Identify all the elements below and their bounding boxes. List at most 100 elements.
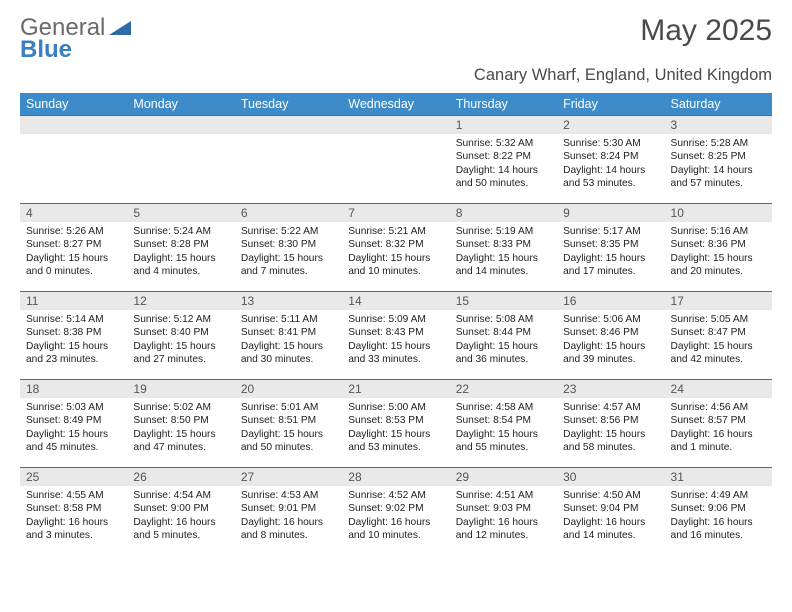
- weekday-header: Sunday: [20, 93, 127, 116]
- calendar-cell: 24Sunrise: 4:56 AMSunset: 8:57 PMDayligh…: [665, 380, 772, 468]
- day-body: Sunrise: 5:24 AMSunset: 8:28 PMDaylight:…: [127, 222, 234, 280]
- location-label: Canary Wharf, England, United Kingdom: [20, 66, 772, 85]
- day-number: 28: [342, 468, 449, 486]
- day-body: Sunrise: 5:16 AMSunset: 8:36 PMDaylight:…: [665, 222, 772, 280]
- calendar-cell: [342, 116, 449, 204]
- day-body: Sunrise: 5:28 AMSunset: 8:25 PMDaylight:…: [665, 134, 772, 192]
- calendar-cell: 18Sunrise: 5:03 AMSunset: 8:49 PMDayligh…: [20, 380, 127, 468]
- day-number: 19: [127, 380, 234, 398]
- day-body: Sunrise: 4:51 AMSunset: 9:03 PMDaylight:…: [450, 486, 557, 544]
- calendar-cell: 28Sunrise: 4:52 AMSunset: 9:02 PMDayligh…: [342, 468, 449, 556]
- day-body: Sunrise: 5:17 AMSunset: 8:35 PMDaylight:…: [557, 222, 664, 280]
- day-number: 16: [557, 292, 664, 310]
- calendar-cell: 11Sunrise: 5:14 AMSunset: 8:38 PMDayligh…: [20, 292, 127, 380]
- calendar-cell: [127, 116, 234, 204]
- day-number: 10: [665, 204, 772, 222]
- day-number: 21: [342, 380, 449, 398]
- logo-text-2: Blue: [20, 36, 72, 63]
- day-body: Sunrise: 5:09 AMSunset: 8:43 PMDaylight:…: [342, 310, 449, 368]
- calendar-cell: 7Sunrise: 5:21 AMSunset: 8:32 PMDaylight…: [342, 204, 449, 292]
- day-number: 31: [665, 468, 772, 486]
- calendar-cell: 9Sunrise: 5:17 AMSunset: 8:35 PMDaylight…: [557, 204, 664, 292]
- day-number: 27: [235, 468, 342, 486]
- day-body: Sunrise: 5:06 AMSunset: 8:46 PMDaylight:…: [557, 310, 664, 368]
- day-number: 4: [20, 204, 127, 222]
- day-body: Sunrise: 5:11 AMSunset: 8:41 PMDaylight:…: [235, 310, 342, 368]
- day-body: Sunrise: 5:12 AMSunset: 8:40 PMDaylight:…: [127, 310, 234, 368]
- day-body: Sunrise: 4:49 AMSunset: 9:06 PMDaylight:…: [665, 486, 772, 544]
- page-title: May 2025: [640, 14, 772, 48]
- day-number: 26: [127, 468, 234, 486]
- day-body: Sunrise: 5:05 AMSunset: 8:47 PMDaylight:…: [665, 310, 772, 368]
- weekday-header: Saturday: [665, 93, 772, 116]
- day-number: 18: [20, 380, 127, 398]
- day-body: Sunrise: 5:08 AMSunset: 8:44 PMDaylight:…: [450, 310, 557, 368]
- calendar-cell: 1Sunrise: 5:32 AMSunset: 8:22 PMDaylight…: [450, 116, 557, 204]
- calendar-cell: 13Sunrise: 5:11 AMSunset: 8:41 PMDayligh…: [235, 292, 342, 380]
- day-body: Sunrise: 5:03 AMSunset: 8:49 PMDaylight:…: [20, 398, 127, 456]
- day-number: 7: [342, 204, 449, 222]
- day-number: 24: [665, 380, 772, 398]
- day-body: Sunrise: 5:14 AMSunset: 8:38 PMDaylight:…: [20, 310, 127, 368]
- calendar-table: SundayMondayTuesdayWednesdayThursdayFrid…: [20, 93, 772, 556]
- day-body: Sunrise: 4:58 AMSunset: 8:54 PMDaylight:…: [450, 398, 557, 456]
- day-number: 13: [235, 292, 342, 310]
- weekday-header: Wednesday: [342, 93, 449, 116]
- day-body: Sunrise: 5:30 AMSunset: 8:24 PMDaylight:…: [557, 134, 664, 192]
- day-body: Sunrise: 5:19 AMSunset: 8:33 PMDaylight:…: [450, 222, 557, 280]
- calendar-cell: 26Sunrise: 4:54 AMSunset: 9:00 PMDayligh…: [127, 468, 234, 556]
- day-number: 14: [342, 292, 449, 310]
- day-number: 15: [450, 292, 557, 310]
- calendar-cell: 4Sunrise: 5:26 AMSunset: 8:27 PMDaylight…: [20, 204, 127, 292]
- calendar-cell: [235, 116, 342, 204]
- day-body: Sunrise: 4:56 AMSunset: 8:57 PMDaylight:…: [665, 398, 772, 456]
- calendar-cell: 8Sunrise: 5:19 AMSunset: 8:33 PMDaylight…: [450, 204, 557, 292]
- day-number: 8: [450, 204, 557, 222]
- logo-triangle-icon: [109, 14, 131, 42]
- day-body: Sunrise: 5:00 AMSunset: 8:53 PMDaylight:…: [342, 398, 449, 456]
- day-number: 20: [235, 380, 342, 398]
- day-number: 9: [557, 204, 664, 222]
- day-number: 1: [450, 116, 557, 134]
- day-body: Sunrise: 5:26 AMSunset: 8:27 PMDaylight:…: [20, 222, 127, 280]
- day-body: Sunrise: 4:55 AMSunset: 8:58 PMDaylight:…: [20, 486, 127, 544]
- weekday-header: Tuesday: [235, 93, 342, 116]
- calendar-cell: 15Sunrise: 5:08 AMSunset: 8:44 PMDayligh…: [450, 292, 557, 380]
- day-body: Sunrise: 5:21 AMSunset: 8:32 PMDaylight:…: [342, 222, 449, 280]
- day-body: Sunrise: 4:52 AMSunset: 9:02 PMDaylight:…: [342, 486, 449, 544]
- calendar-cell: 19Sunrise: 5:02 AMSunset: 8:50 PMDayligh…: [127, 380, 234, 468]
- day-number-empty: [235, 116, 342, 134]
- calendar-cell: 27Sunrise: 4:53 AMSunset: 9:01 PMDayligh…: [235, 468, 342, 556]
- day-number: 17: [665, 292, 772, 310]
- day-number: 25: [20, 468, 127, 486]
- day-body: Sunrise: 4:54 AMSunset: 9:00 PMDaylight:…: [127, 486, 234, 544]
- calendar-cell: [20, 116, 127, 204]
- day-number: 2: [557, 116, 664, 134]
- weekday-header: Friday: [557, 93, 664, 116]
- day-body: Sunrise: 5:32 AMSunset: 8:22 PMDaylight:…: [450, 134, 557, 192]
- calendar-cell: 25Sunrise: 4:55 AMSunset: 8:58 PMDayligh…: [20, 468, 127, 556]
- calendar-cell: 22Sunrise: 4:58 AMSunset: 8:54 PMDayligh…: [450, 380, 557, 468]
- day-number-empty: [20, 116, 127, 134]
- day-number-empty: [127, 116, 234, 134]
- calendar-cell: 31Sunrise: 4:49 AMSunset: 9:06 PMDayligh…: [665, 468, 772, 556]
- calendar-cell: 23Sunrise: 4:57 AMSunset: 8:56 PMDayligh…: [557, 380, 664, 468]
- calendar-cell: 10Sunrise: 5:16 AMSunset: 8:36 PMDayligh…: [665, 204, 772, 292]
- day-body: Sunrise: 5:01 AMSunset: 8:51 PMDaylight:…: [235, 398, 342, 456]
- day-number: 12: [127, 292, 234, 310]
- day-number: 23: [557, 380, 664, 398]
- day-body: Sunrise: 4:50 AMSunset: 9:04 PMDaylight:…: [557, 486, 664, 544]
- day-number: 6: [235, 204, 342, 222]
- calendar-cell: 3Sunrise: 5:28 AMSunset: 8:25 PMDaylight…: [665, 116, 772, 204]
- calendar-cell: 2Sunrise: 5:30 AMSunset: 8:24 PMDaylight…: [557, 116, 664, 204]
- weekday-header: Thursday: [450, 93, 557, 116]
- day-body: Sunrise: 4:53 AMSunset: 9:01 PMDaylight:…: [235, 486, 342, 544]
- calendar-cell: 21Sunrise: 5:00 AMSunset: 8:53 PMDayligh…: [342, 380, 449, 468]
- weekday-header: Monday: [127, 93, 234, 116]
- day-body: Sunrise: 5:22 AMSunset: 8:30 PMDaylight:…: [235, 222, 342, 280]
- calendar-cell: 12Sunrise: 5:12 AMSunset: 8:40 PMDayligh…: [127, 292, 234, 380]
- calendar-cell: 17Sunrise: 5:05 AMSunset: 8:47 PMDayligh…: [665, 292, 772, 380]
- calendar-cell: 30Sunrise: 4:50 AMSunset: 9:04 PMDayligh…: [557, 468, 664, 556]
- day-body: Sunrise: 5:02 AMSunset: 8:50 PMDaylight:…: [127, 398, 234, 456]
- day-number-empty: [342, 116, 449, 134]
